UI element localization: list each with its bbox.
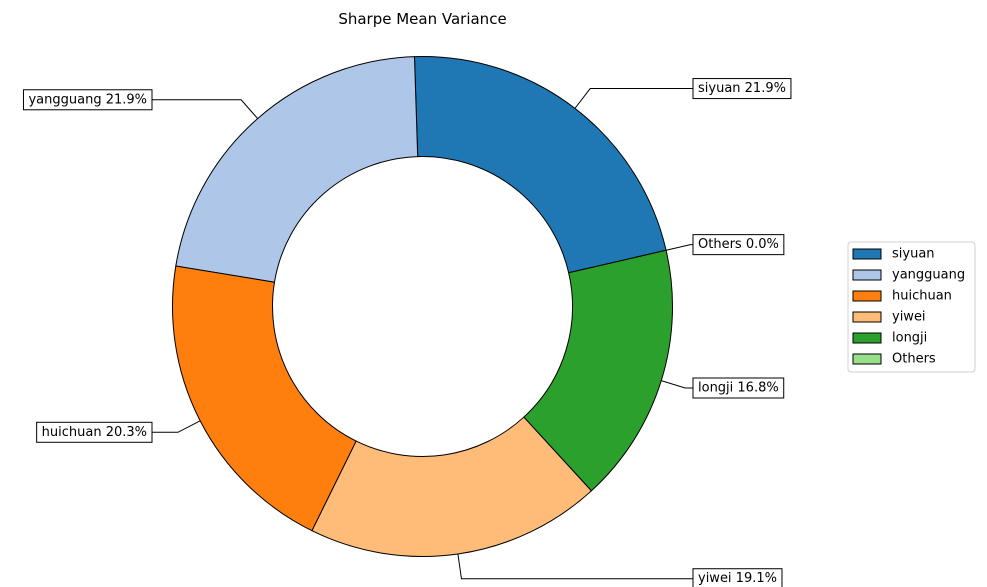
leader-line-yiwei — [457, 553, 693, 580]
legend-swatch-yiwei — [852, 311, 882, 323]
legend-label-huichuan: huichuan — [892, 289, 952, 304]
callout-box-yangguang — [22, 89, 153, 111]
legend-swatch-longji — [852, 332, 882, 344]
donut-slices — [172, 56, 673, 557]
callout-box-longji — [692, 377, 785, 399]
callout-box-others — [692, 234, 785, 256]
legend-swatch-siyuan — [852, 248, 882, 260]
leader-line-siyuan — [574, 88, 693, 109]
slice-siyuan — [413, 56, 667, 274]
legend-label-yiwei: yiwei — [892, 310, 926, 325]
leader-line-yangguang — [152, 99, 259, 119]
slice-huichuan — [172, 265, 357, 532]
callout-label-others: Others 0.0% — [698, 237, 779, 252]
legend: siyuan yangguang huichuan yiwei longji Others — [847, 241, 976, 373]
callout-label-yangguang: yangguang 21.9% — [28, 92, 147, 107]
slice-longji — [523, 249, 673, 492]
leader-line-longji — [661, 380, 693, 389]
legend-label-longji: longji — [892, 331, 927, 346]
slice-yangguang — [175, 56, 419, 283]
legend-label-others: Others — [892, 352, 936, 367]
slice-callouts: siyuan 21.9% yangguang 21.9% huichuan 20.3… — [22, 78, 792, 587]
callout-label-longji: longji 16.8% — [698, 381, 779, 396]
callout-box-huichuan — [36, 421, 153, 443]
legend-swatch-yangguang — [852, 269, 882, 281]
chart-title: Sharpe Mean Variance — [338, 10, 506, 28]
legend-swatch-others — [852, 353, 882, 365]
callout-box-siyuan — [692, 78, 792, 100]
legend-label-yangguang: yangguang — [892, 268, 965, 283]
callout-label-yiwei: yiwei 19.1% — [698, 571, 777, 586]
legend-swatch-huichuan — [852, 290, 882, 302]
callout-box-yiwei — [692, 568, 783, 587]
callout-label-siyuan: siyuan 21.9% — [698, 81, 786, 96]
slice-yiwei — [311, 416, 593, 557]
leader-line-huichuan — [152, 420, 201, 433]
leader-line-others — [665, 244, 693, 251]
callout-label-huichuan: huichuan 20.3% — [42, 425, 147, 440]
legend-label-siyuan: siyuan — [892, 247, 935, 262]
